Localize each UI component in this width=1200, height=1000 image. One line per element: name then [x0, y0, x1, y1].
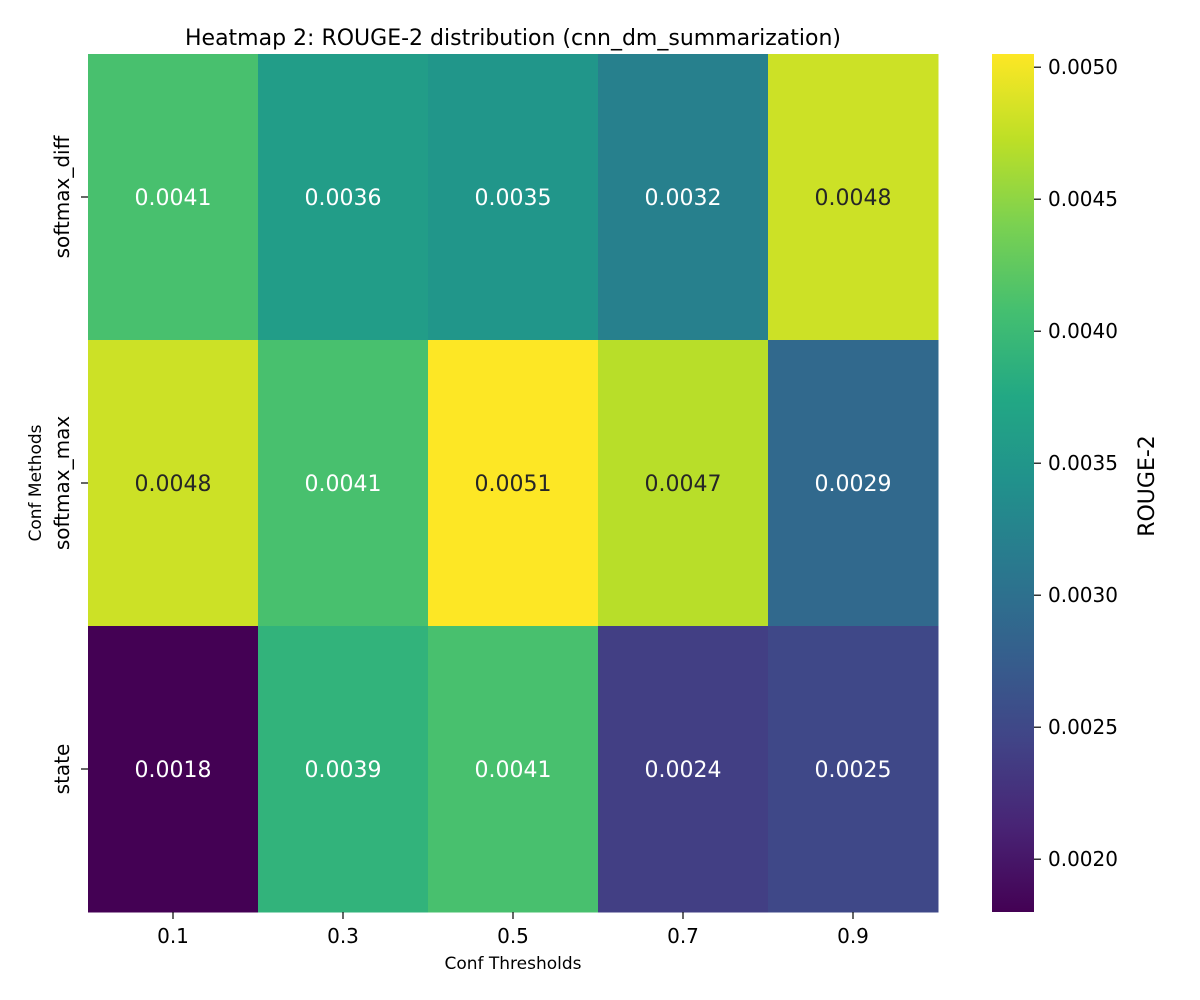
y-tick-label: softmax_max — [50, 416, 74, 551]
cell-value-label: 0.0047 — [645, 472, 722, 497]
heatmap-cell — [258, 626, 429, 913]
heatmap-cell — [428, 340, 599, 627]
cell-value-label: 0.0018 — [135, 758, 212, 783]
heatmap-cells — [88, 54, 939, 913]
colorbar-tick-label: 0.0045 — [1048, 187, 1118, 211]
cell-value-label: 0.0041 — [475, 758, 552, 783]
cell-value-label: 0.0048 — [135, 472, 212, 497]
heatmap-cell — [88, 54, 259, 341]
heatmap-cell — [258, 54, 429, 341]
colorbar-ticks: 0.0020 0.0025 0.0030 0.0035 0.0040 0.0045 0.00… — [1034, 55, 1118, 871]
cell-value-label: 0.0032 — [645, 186, 722, 211]
heatmap-cell — [598, 626, 769, 913]
chart-title: Heatmap 2: ROUGE-2 distribution (cnn_dm_… — [185, 26, 841, 51]
colorbar-tick-label: 0.0050 — [1048, 55, 1118, 79]
colorbar-label: ROUGE-2 — [1135, 435, 1160, 537]
x-tick-label: 0.5 — [497, 924, 529, 948]
cell-value-label: 0.0039 — [305, 758, 382, 783]
heatmap-cell — [598, 54, 769, 341]
cell-value-label: 0.0051 — [475, 472, 552, 497]
colorbar-tick-label: 0.0030 — [1048, 583, 1118, 607]
x-axis-label: Conf Thresholds — [444, 954, 581, 974]
cell-value-label: 0.0025 — [815, 758, 892, 783]
heatmap-cell — [768, 340, 939, 627]
x-axis: 0.1 0.3 0.5 0.7 0.9 — [157, 912, 869, 948]
x-tick-label: 0.1 — [157, 924, 189, 948]
heatmap-cell — [88, 340, 259, 627]
cell-value-label: 0.0041 — [305, 472, 382, 497]
heatmap-cell — [88, 626, 259, 913]
x-tick-label: 0.9 — [837, 924, 869, 948]
colorbar-tick-label: 0.0020 — [1048, 847, 1118, 871]
heatmap-cell-labels: 0.0041 0.0036 0.0035 0.0032 0.0048 0.0048 0.00… — [135, 186, 892, 783]
colorbar-tick-label: 0.0040 — [1048, 319, 1118, 343]
y-tick-label: softmax_diff — [50, 134, 74, 258]
cell-value-label: 0.0024 — [645, 758, 722, 783]
colorbar — [992, 54, 1034, 912]
x-tick-label: 0.7 — [667, 924, 699, 948]
cell-value-label: 0.0041 — [135, 186, 212, 211]
heatmap-cell — [258, 340, 429, 627]
cell-value-label: 0.0029 — [815, 472, 892, 497]
heatmap-cell — [768, 626, 939, 913]
colorbar-tick-label: 0.0035 — [1048, 451, 1118, 475]
x-tick-label: 0.3 — [327, 924, 359, 948]
colorbar-tick-label: 0.0025 — [1048, 715, 1118, 739]
heatmap-cell — [428, 626, 599, 913]
heatmap-cell — [428, 54, 599, 341]
y-tick-label: state — [50, 744, 74, 795]
y-axis-label: Conf Methods — [26, 424, 46, 541]
cell-value-label: 0.0035 — [475, 186, 552, 211]
cell-value-label: 0.0048 — [815, 186, 892, 211]
heatmap-cell — [768, 54, 939, 341]
heatmap-cell — [598, 340, 769, 627]
cell-value-label: 0.0036 — [305, 186, 382, 211]
